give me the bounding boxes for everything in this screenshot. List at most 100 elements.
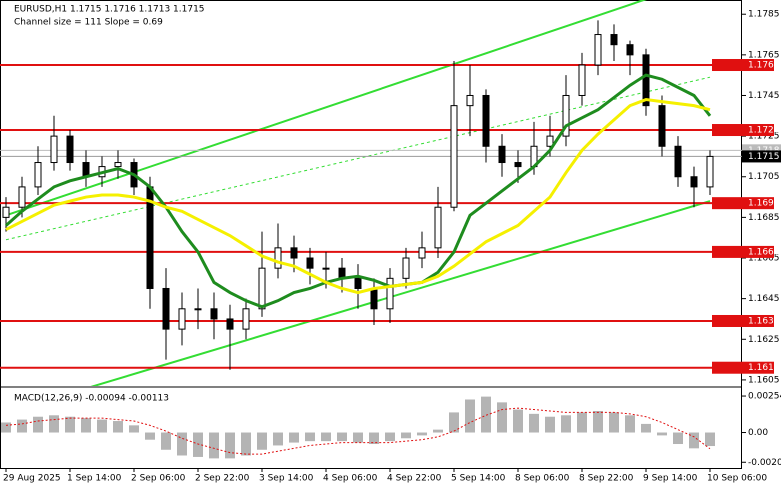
y-tick-label: 1.1745	[748, 91, 780, 101]
candle-body	[274, 247, 282, 269]
macd-bar	[33, 416, 43, 433]
y-tick-label: 1.1705	[748, 172, 780, 182]
macd-bar	[273, 432, 283, 446]
macd-bar	[561, 415, 571, 433]
candle-body	[674, 145, 682, 178]
chart-title: EURUSD,H1 1.1715 1.1716 1.1713 1.1715	[14, 5, 205, 15]
macd-bar	[385, 432, 395, 442]
macd-bar	[49, 415, 59, 433]
macd-bar	[65, 416, 75, 433]
candle-body	[114, 162, 122, 168]
level-label: 1.1692	[748, 199, 780, 209]
level-tag	[712, 245, 774, 258]
candle-body	[402, 257, 410, 279]
macd-bar	[289, 432, 299, 443]
macd-bar	[497, 402, 507, 433]
candle-body	[370, 287, 378, 310]
candle-body	[354, 277, 362, 289]
x-tick-label: 29 Aug 2025	[3, 474, 61, 484]
macd-bar	[529, 413, 539, 433]
channel-upper	[5, 0, 647, 217]
macd-signal	[5, 407, 711, 455]
x-tick-label: 9 Sep 14:00	[643, 474, 698, 484]
candle-body	[690, 176, 698, 188]
level-label: 1.1634	[748, 316, 780, 326]
macd-bar	[625, 415, 635, 433]
y-tick-label: 1.1665	[748, 254, 780, 264]
level-tag	[712, 361, 774, 374]
candle-body	[194, 308, 202, 311]
bid-tag	[742, 150, 781, 163]
candle-body	[466, 94, 474, 107]
axes: 1.1785 1.1765 1.1745 1.1725 1.1705 1.1685 1.16…	[3, 10, 781, 484]
level-label: 1.1668	[748, 247, 780, 257]
macd-title: MACD(12,26,9) -0.00094 -0.00113	[14, 394, 169, 404]
price-panel	[0, 0, 742, 386]
level-tag	[712, 124, 774, 137]
macd-bar	[321, 432, 331, 442]
y-tick-label: 1.1785	[748, 10, 780, 20]
level-tag	[712, 197, 774, 210]
macd-bar	[545, 416, 555, 433]
level-label: 1.1728	[748, 126, 780, 136]
x-tick-label: 1 Sep 14:00	[67, 474, 122, 484]
candle-body	[178, 308, 186, 330]
macd-bar	[641, 423, 651, 433]
macd-bar	[481, 396, 491, 433]
candle-body	[322, 267, 330, 270]
candle-body	[658, 105, 666, 147]
x-tick-label: 10 Sep 06:00	[707, 474, 767, 484]
x-tick-label: 5 Sep 14:00	[451, 474, 506, 484]
macd-bar	[81, 418, 91, 433]
macd-bar	[353, 432, 363, 443]
candle-body	[418, 247, 426, 259]
y-tick-label: 1.1625	[748, 335, 780, 345]
candle-body	[306, 257, 314, 269]
moving-average	[5, 98, 711, 295]
macd-bar	[449, 412, 459, 433]
x-tick-label: 4 Sep 22:00	[387, 474, 442, 484]
macd-tick-label: -0.00207	[748, 458, 781, 468]
macd-bar	[161, 432, 171, 450]
subtitle: Channel size = 111 Slope = 0.69	[14, 18, 163, 28]
macd-bar	[417, 432, 427, 436]
x-tick-label: 4 Sep 06:00	[323, 474, 378, 484]
macd-bar	[513, 409, 523, 433]
macd-panel	[1, 396, 715, 459]
macd-bar	[433, 429, 443, 433]
candle-body	[386, 277, 394, 310]
macd-bar	[673, 432, 683, 445]
macd-tick-label: 0.00	[748, 428, 768, 438]
candle-body	[514, 162, 522, 168]
y-tick-label: 1.1765	[748, 50, 780, 60]
level-label: 1.1760	[748, 61, 780, 71]
candle-body	[82, 162, 90, 178]
candle-body	[450, 105, 458, 208]
candle-body	[434, 206, 442, 249]
macd-bar	[17, 419, 27, 433]
candle-body	[498, 145, 506, 164]
macd-bar	[145, 432, 155, 440]
x-tick-label: 8 Sep 22:00	[579, 474, 634, 484]
candle-body	[562, 94, 570, 137]
y-tick-label: 1.1645	[748, 294, 780, 304]
plot-frame	[0, 0, 742, 469]
candle-body	[2, 206, 10, 218]
candle-body	[578, 64, 586, 96]
candle-body	[610, 34, 618, 46]
candle-body	[66, 135, 74, 164]
macd-bar	[241, 432, 251, 456]
macd-bar	[97, 419, 107, 433]
macd-bar	[257, 432, 267, 450]
macd-tick-label: 0.00254	[748, 392, 781, 402]
macd-bar	[401, 432, 411, 439]
macd-bar	[209, 432, 219, 459]
macd-bar	[337, 432, 347, 442]
moving-average	[5, 73, 712, 309]
candle-body	[242, 308, 250, 330]
macd-bar	[689, 432, 699, 449]
candle-body	[50, 135, 58, 164]
level-label: 1.1611	[748, 363, 780, 373]
macd-bar	[129, 425, 139, 433]
candle-body	[642, 54, 650, 107]
